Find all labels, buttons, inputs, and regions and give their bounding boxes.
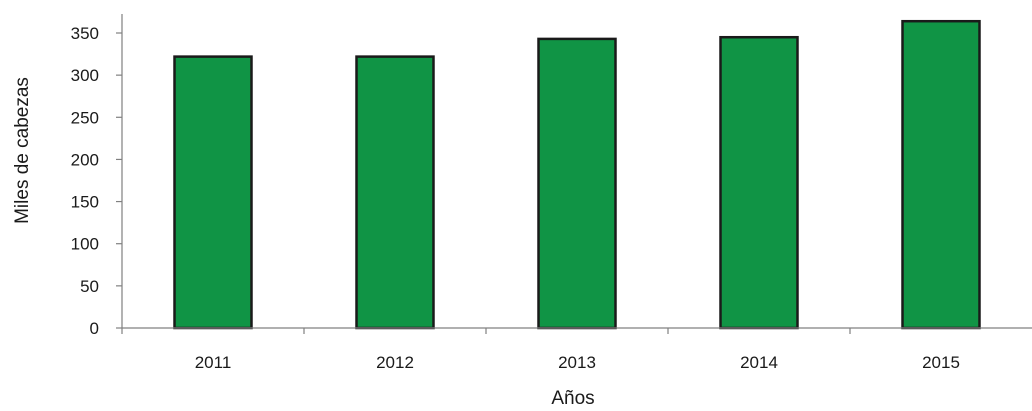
y-tick-label: 150	[71, 193, 99, 212]
bar-2013	[537, 37, 617, 330]
bar-2014	[719, 35, 799, 330]
bars-group	[173, 19, 981, 330]
x-tick-label: 2015	[922, 353, 960, 372]
y-axis-ticks: 0 50 100 150 200 250 300 350	[71, 24, 122, 338]
y-tick-label: 300	[71, 66, 99, 85]
y-tick-label: 200	[71, 150, 99, 169]
y-tick-label: 0	[90, 319, 99, 338]
x-tick-label: 2011	[195, 353, 232, 372]
x-tick-label: 2012	[376, 353, 414, 372]
y-tick-label: 250	[71, 108, 99, 127]
y-tick-label: 100	[71, 235, 99, 254]
x-axis-title: Años	[551, 388, 594, 409]
bar-2011	[173, 55, 253, 330]
y-tick-label: 50	[80, 277, 99, 296]
y-tick-label: 350	[71, 24, 99, 43]
bar-2015	[901, 19, 981, 330]
bar-2012	[355, 55, 435, 330]
y-axis-title: Miles de cabezas	[12, 77, 33, 224]
x-tick-label: 2013	[558, 353, 596, 372]
x-axis-ticks: 2011 2012 2013 2014 2015	[121, 328, 960, 372]
x-tick-label: 2014	[740, 353, 778, 372]
